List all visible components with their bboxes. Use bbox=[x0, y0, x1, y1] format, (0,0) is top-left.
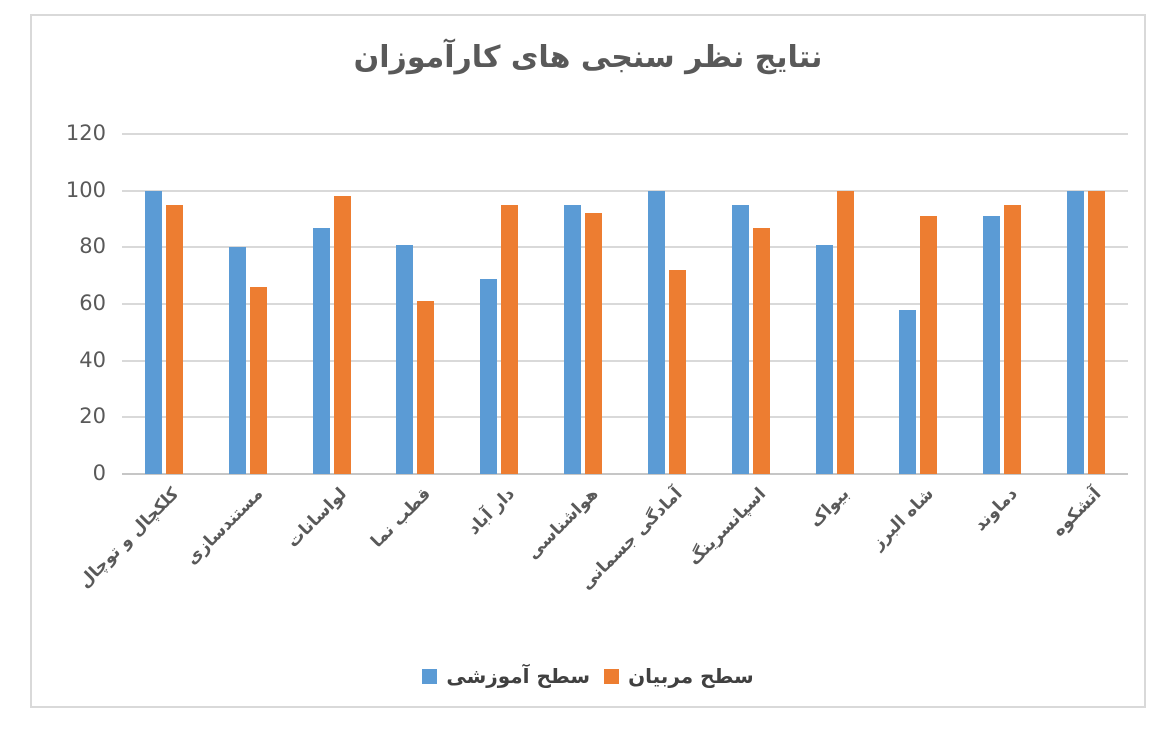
x-category-label-5: هواشناسی bbox=[522, 484, 603, 564]
legend-item-0: سطح آموزشی bbox=[422, 664, 590, 688]
bar-سطح مربیان-لواسانات bbox=[333, 196, 351, 474]
y-tick-label-120: 120 bbox=[65, 121, 106, 145]
legend-label-0: سطح آموزشی bbox=[446, 664, 591, 688]
bar-سطح مربیان-دماوند bbox=[1004, 204, 1022, 474]
bar-سطح مربیان-دار آباد bbox=[501, 204, 519, 474]
plot-area bbox=[122, 133, 1128, 475]
gridline-y-40 bbox=[122, 359, 1128, 362]
legend-label-1: سطح مربیان bbox=[628, 664, 754, 688]
y-tick-label-80: 80 bbox=[79, 234, 106, 259]
bar-سطح مربیان-شاه البرز bbox=[920, 216, 938, 474]
bar-سطح مربیان-هواشناسی bbox=[585, 213, 603, 474]
legend: سطح آموزشی سطح مربیان bbox=[32, 664, 1144, 688]
bar-سطح مربیان-بیواک bbox=[836, 190, 854, 474]
bar-سطح آموزشی-شاه البرز bbox=[899, 309, 917, 474]
gridline-y-120 bbox=[122, 133, 1128, 135]
x-category-label-4: دار آباد bbox=[463, 484, 519, 539]
legend-item-1: سطح مربیان bbox=[604, 664, 754, 688]
gridline-y-20 bbox=[122, 416, 1128, 419]
bar-سطح مربیان-کلکچال و توچال bbox=[165, 204, 183, 474]
x-category-label-7: اسپانسرینگ bbox=[684, 484, 770, 570]
gridline-y-80 bbox=[122, 246, 1128, 249]
y-tick-label-20: 20 bbox=[79, 404, 106, 429]
x-category-label-10: دماوند bbox=[970, 484, 1022, 536]
x-category-label-1: مستندسازی bbox=[182, 484, 267, 569]
bar-سطح آموزشی-قطب نما bbox=[396, 244, 414, 474]
x-category-label-11: آتشکوه bbox=[1048, 484, 1106, 541]
bar-سطح آموزشی-هواشناسی bbox=[564, 204, 582, 474]
bar-سطح آموزشی-دماوند bbox=[983, 216, 1001, 474]
x-category-label-0: کلکچال و توچال bbox=[74, 484, 184, 593]
x-category-label-2: لواسانات bbox=[282, 484, 351, 552]
y-tick-label-60: 60 bbox=[79, 291, 106, 315]
chart-title: نتایج نظر سنجی های کارآموزان bbox=[353, 40, 823, 75]
y-tick-label-0: 0 bbox=[92, 461, 106, 485]
bar-سطح آموزشی-اسپانسرینگ bbox=[731, 204, 749, 474]
bar-سطح مربیان-اسپانسرینگ bbox=[752, 227, 770, 474]
bar-سطح آموزشی-مستندسازی bbox=[228, 247, 246, 474]
y-tick-label-40: 40 bbox=[79, 347, 106, 372]
gridline-y-0 bbox=[122, 473, 1128, 475]
bar-سطح آموزشی-لواسانات bbox=[312, 227, 330, 474]
bar-سطح آموزشی-آتشکوه bbox=[1067, 190, 1085, 474]
bar-سطح آموزشی-دار آباد bbox=[480, 278, 498, 474]
gridline-y-100 bbox=[122, 189, 1128, 192]
bar-سطح آموزشی-بیواک bbox=[815, 244, 833, 474]
bar-سطح مربیان-آتشکوه bbox=[1088, 190, 1106, 474]
bar-سطح مربیان-قطب نما bbox=[417, 301, 435, 474]
chart-frame: نتایج نظر سنجی های کارآموزان 0 20 40 60 80 10… bbox=[30, 14, 1146, 708]
bar-سطح آموزشی-کلکچال و توچال bbox=[144, 190, 162, 474]
bar-سطح آموزشی-آمادگی جسمانی bbox=[647, 190, 665, 474]
bar-سطح مربیان-آمادگی جسمانی bbox=[668, 270, 686, 474]
y-tick-label-100: 100 bbox=[65, 177, 106, 202]
x-category-label-8: بیواک bbox=[806, 484, 854, 532]
gridline-y-60 bbox=[122, 303, 1128, 305]
x-category-label-9: شاه البرز bbox=[867, 484, 938, 554]
bar-سطح مربیان-مستندسازی bbox=[249, 287, 267, 474]
x-category-label-3: قطب نما bbox=[366, 484, 435, 552]
legend-swatch-icon bbox=[604, 668, 620, 684]
legend-swatch-icon bbox=[422, 668, 438, 684]
